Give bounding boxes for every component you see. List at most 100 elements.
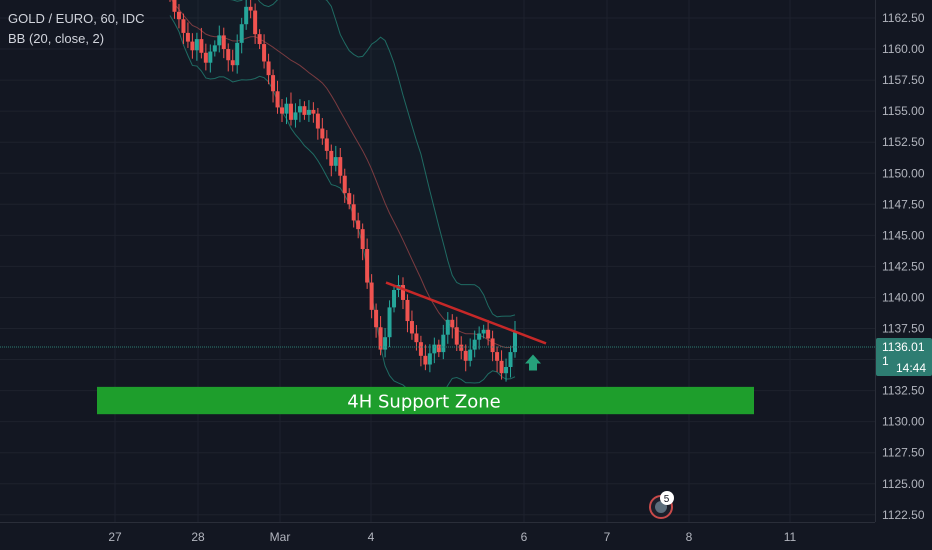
- bb-fill: [170, 0, 515, 406]
- x-tick-label: 11: [784, 530, 797, 544]
- candle-body: [441, 334, 446, 353]
- candle-body: [212, 45, 217, 52]
- y-tick-label: 1145.00: [882, 228, 925, 242]
- y-tick-label: 1160.00: [882, 42, 925, 56]
- candle-body: [217, 35, 222, 46]
- candle-body: [280, 107, 285, 114]
- candle-body: [499, 360, 504, 374]
- support-zone[interactable]: [97, 386, 754, 415]
- candle-body: [490, 338, 495, 353]
- candle-body: [347, 193, 352, 205]
- candle-body: [306, 109, 311, 115]
- candle-body: [302, 106, 307, 115]
- candle-body: [445, 319, 450, 335]
- y-tick-label: 1157.50: [882, 73, 925, 87]
- candle-body: [262, 44, 267, 62]
- candle-body: [226, 49, 231, 61]
- candle-body: [185, 32, 190, 42]
- hidden-tick-label: 1: [882, 354, 889, 368]
- candle-body: [459, 344, 464, 351]
- y-tick-label: 1127.50: [882, 446, 925, 460]
- candle-body: [513, 332, 517, 353]
- candle-body: [342, 175, 347, 194]
- candle-body: [253, 10, 258, 35]
- candle-body: [405, 299, 410, 322]
- candle-body: [324, 138, 329, 151]
- candle-body: [271, 75, 276, 92]
- current-price-tag: [876, 338, 932, 377]
- candle-body: [351, 204, 356, 221]
- candle-body: [315, 113, 320, 129]
- candle-body: [288, 103, 293, 120]
- current-price-label: 1136.01: [882, 340, 925, 354]
- candle-body: [481, 329, 486, 334]
- candle-body: [423, 355, 428, 365]
- y-tick-label: 1152.50: [882, 135, 925, 149]
- candle-body: [427, 353, 432, 365]
- candle-body: [176, 11, 181, 20]
- candle-body: [454, 327, 459, 345]
- candle-body: [418, 342, 423, 356]
- x-tick-label: 28: [191, 530, 205, 544]
- candle-body: [392, 289, 397, 308]
- x-tick-label: 27: [108, 530, 122, 544]
- candle-body: [360, 229, 365, 250]
- candle-body: [400, 285, 405, 300]
- candle-body: [320, 128, 325, 139]
- candle-body: [338, 157, 343, 176]
- candle-body: [244, 6, 249, 25]
- up-arrow-icon[interactable]: [525, 354, 541, 371]
- candle-body: [477, 333, 482, 340]
- candle-body: [190, 41, 195, 51]
- y-tick-label: 1162.50: [882, 11, 925, 25]
- candle-body: [356, 220, 361, 230]
- candle-body: [374, 309, 379, 328]
- candle-body: [333, 157, 338, 166]
- y-tick-label: 1142.50: [882, 259, 925, 273]
- x-axis[interactable]: 27 28 Mar 4 6 7 8 11: [108, 530, 796, 544]
- chart-legend: GOLD / EURO, 60, IDC BB (20, close, 2): [8, 9, 145, 49]
- candle-body: [293, 112, 298, 120]
- candle-body: [266, 61, 271, 76]
- x-tick-label: 6: [521, 530, 528, 544]
- candle-body: [203, 52, 208, 63]
- candle-body: [450, 319, 455, 328]
- y-tick-label: 1125.00: [882, 477, 925, 491]
- y-axis[interactable]: 1162.50 1160.00 1157.50 1155.00 1152.50 1150.…: [882, 11, 925, 522]
- candle-body: [409, 321, 414, 334]
- candle-body: [172, 0, 177, 12]
- candle-body: [504, 367, 509, 374]
- candle-body: [257, 34, 262, 45]
- x-tick-label: 8: [686, 530, 693, 544]
- candle-body: [495, 352, 500, 361]
- candle-body: [235, 42, 240, 66]
- bar-countdown-label: 14:44: [896, 361, 926, 375]
- events-icon[interactable]: 5: [649, 491, 674, 519]
- bb-lower: [169, 15, 516, 406]
- y-tick-label: 1147.50: [882, 197, 925, 211]
- candle-body: [221, 35, 226, 50]
- y-tick-label: 1130.00: [882, 415, 925, 429]
- y-tick-label: 1150.00: [882, 166, 925, 180]
- indicator-label[interactable]: BB (20, close, 2): [8, 31, 105, 46]
- candle-body: [414, 333, 419, 343]
- candle-body: [297, 106, 302, 113]
- candle-body: [432, 344, 437, 354]
- trendline[interactable]: [385, 281, 547, 345]
- candle-body: [365, 249, 370, 283]
- symbol-title[interactable]: GOLD / EURO, 60, IDC: [8, 11, 145, 26]
- candle-body: [468, 349, 473, 361]
- candles: [169, 0, 517, 382]
- candle-body: [181, 19, 186, 33]
- x-tick-label: 7: [604, 530, 611, 544]
- x-tick-label: 4: [368, 530, 375, 544]
- candle-body: [463, 350, 468, 361]
- candle-body: [208, 51, 213, 63]
- candle-body: [230, 60, 235, 66]
- x-tick-label: Mar: [270, 530, 291, 544]
- candle-body: [508, 352, 513, 368]
- y-tick-label: 1122.50: [882, 508, 925, 522]
- candle-body: [194, 39, 199, 51]
